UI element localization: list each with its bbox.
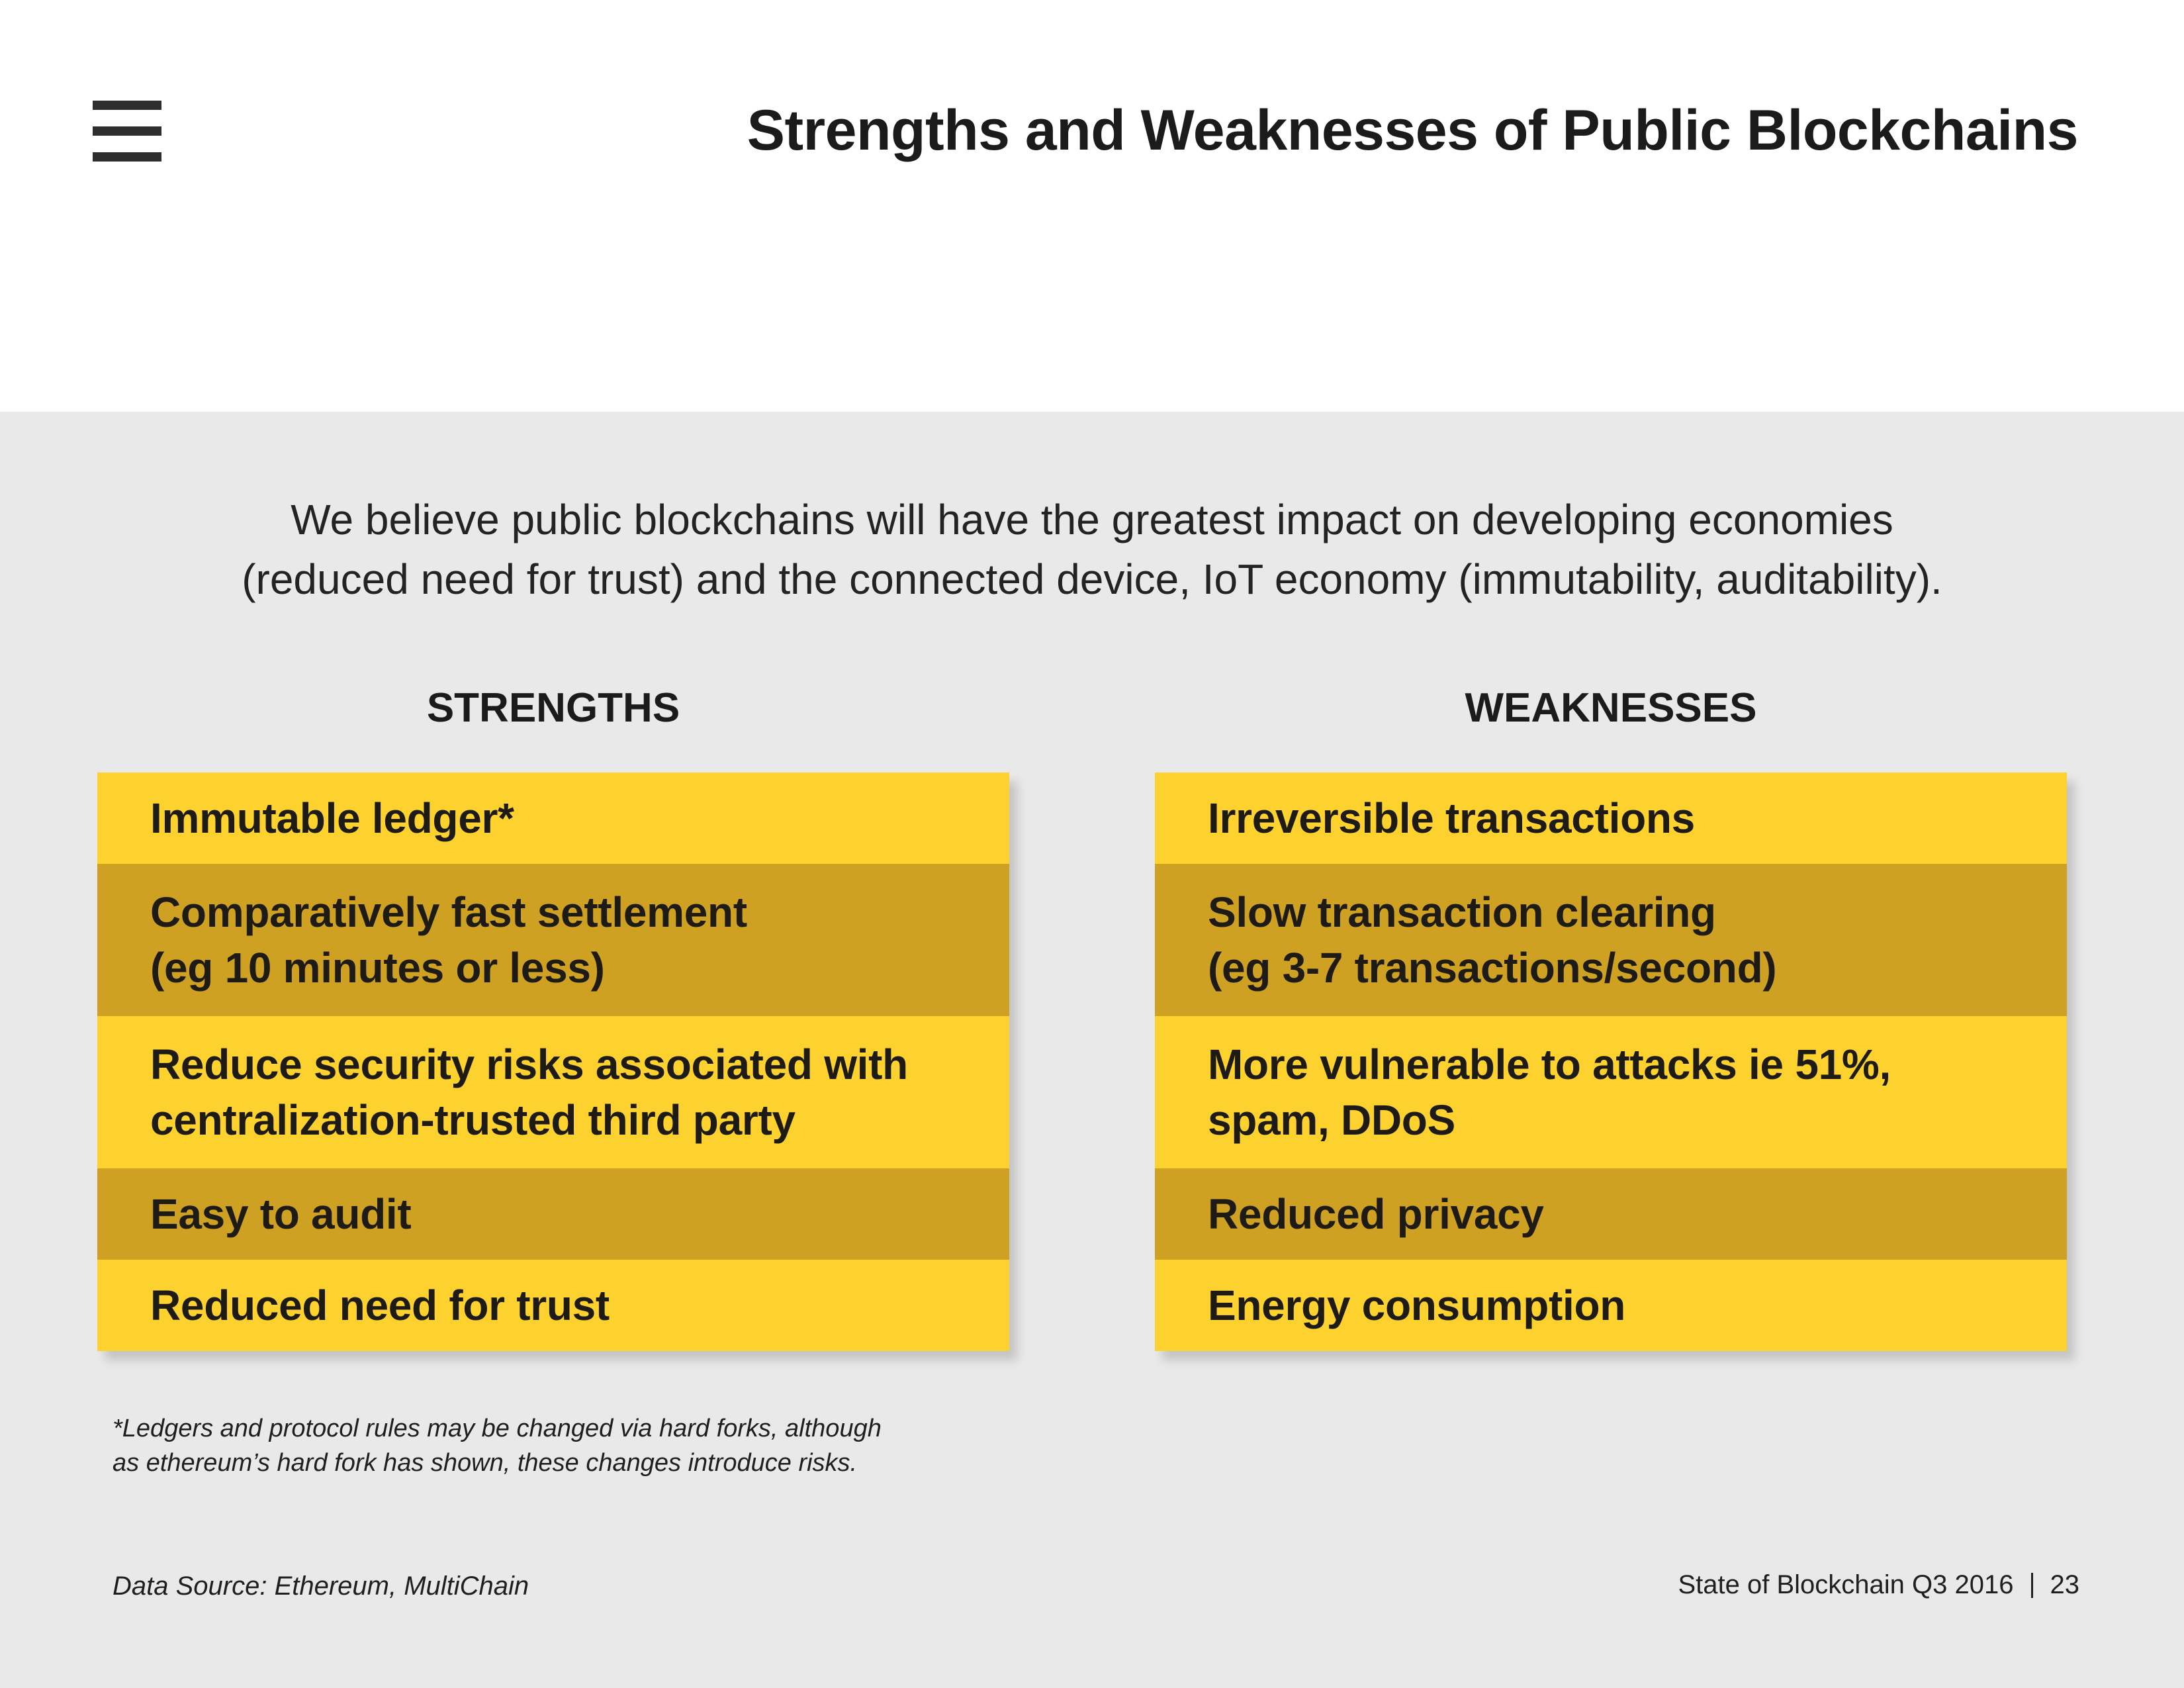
menu-bar — [93, 126, 161, 136]
intro-line: (reduced need for trust) and the connect… — [242, 555, 1942, 603]
menu-bar — [93, 101, 161, 110]
weakness-text: Energy consumption — [1208, 1282, 1626, 1329]
strengths-table: Immutable ledger* Comparatively fast set… — [97, 773, 1009, 1351]
strength-row: Easy to audit — [97, 1168, 1009, 1260]
footnote: *Ledgers and protocol rules may be chang… — [113, 1411, 882, 1480]
strength-text: Immutable ledger* — [150, 794, 514, 842]
weakness-text: Reduced privacy — [1208, 1190, 1544, 1238]
weaknesses-heading: WEAKNESSES — [1465, 685, 1757, 731]
weaknesses-table: Irreversible transactions Slow transacti… — [1155, 773, 2067, 1351]
weakness-row: Slow transaction clearing (eg 3-7 transa… — [1155, 864, 2067, 1016]
weakness-text: More vulnerable to attacks ie 51%, spam,… — [1208, 1041, 1891, 1144]
strength-text: Comparatively fast settlement (eg 10 min… — [150, 888, 747, 992]
strength-text: Reduced need for trust — [150, 1282, 610, 1329]
data-source: Data Source: Ethereum, MultiChain — [113, 1571, 529, 1601]
header-area: Strengths and Weaknesses of Public Block… — [0, 0, 2184, 412]
page-number: 23 — [2050, 1570, 2080, 1599]
weakness-row: Reduced privacy — [1155, 1168, 2067, 1260]
footnote-line: as ethereum’s hard fork has shown, these… — [113, 1449, 858, 1477]
page-footer: State of Blockchain Q3 2016 23 — [1678, 1570, 2080, 1600]
intro-line: We believe public blockchains will have … — [291, 496, 1893, 543]
hamburger-menu-icon[interactable] — [93, 101, 161, 162]
footnote-line: *Ledgers and protocol rules may be chang… — [113, 1415, 882, 1442]
page-title: Strengths and Weaknesses of Public Block… — [747, 99, 2079, 162]
weakness-row: More vulnerable to attacks ie 51%, spam,… — [1155, 1016, 2067, 1168]
strength-row: Immutable ledger* — [97, 773, 1009, 864]
strength-text: Reduce security risks associated with ce… — [150, 1041, 908, 1144]
weakness-row: Energy consumption — [1155, 1260, 2067, 1351]
strength-row: Comparatively fast settlement (eg 10 min… — [97, 864, 1009, 1016]
strengths-heading: STRENGTHS — [426, 685, 680, 731]
report-name: State of Blockchain Q3 2016 — [1678, 1570, 2014, 1599]
weakness-text: Irreversible transactions — [1208, 794, 1695, 842]
weakness-row: Irreversible transactions — [1155, 773, 2067, 864]
strength-row: Reduce security risks associated with ce… — [97, 1016, 1009, 1168]
footer-divider — [2030, 1572, 2033, 1598]
weakness-text: Slow transaction clearing (eg 3-7 transa… — [1208, 888, 1777, 992]
strength-row: Reduced need for trust — [97, 1260, 1009, 1351]
strength-text: Easy to audit — [150, 1190, 412, 1238]
intro-text: We believe public blockchains will have … — [0, 490, 2184, 609]
menu-bar — [93, 152, 161, 162]
